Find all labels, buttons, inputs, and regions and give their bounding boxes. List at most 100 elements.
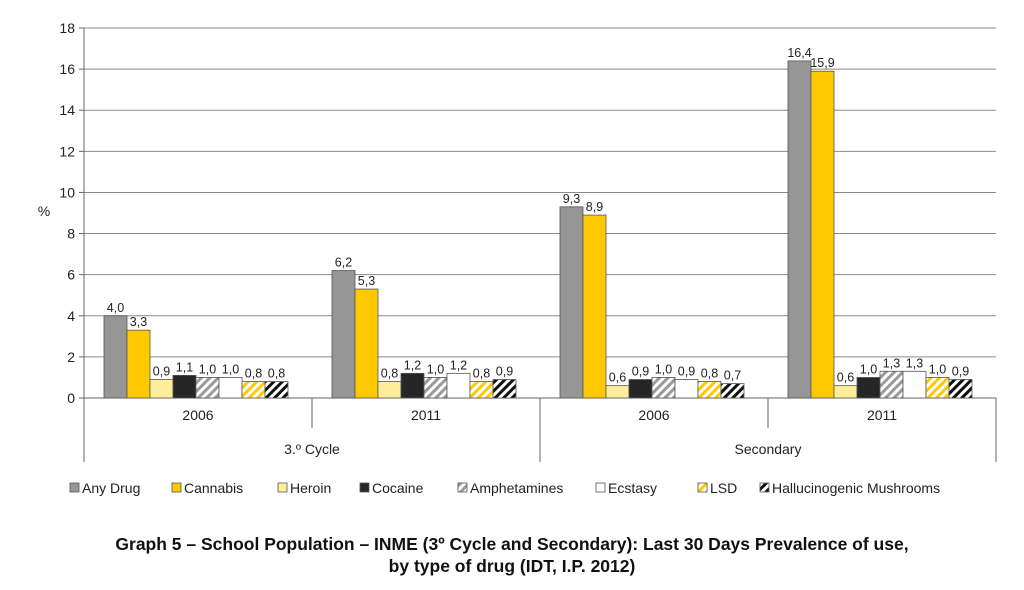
bar	[720, 383, 745, 399]
x-tick-label: 2011	[867, 407, 897, 423]
y-tick-label: 16	[59, 61, 75, 77]
data-label: 1,0	[655, 362, 672, 376]
bar	[126, 329, 151, 399]
data-label: 16,4	[787, 46, 811, 60]
data-label: 0,9	[678, 365, 695, 379]
data-label: 8,9	[586, 200, 603, 214]
data-label: 6,2	[335, 256, 352, 270]
caption-line-1: Graph 5 – School Population – INME (3º C…	[115, 534, 909, 554]
group-label: 3.º Cycle	[284, 441, 340, 457]
data-label: 9,3	[563, 192, 580, 206]
y-tick-label: 8	[67, 226, 75, 242]
data-label: 0,8	[381, 367, 398, 381]
data-label: 1,0	[860, 362, 877, 376]
bar	[241, 381, 266, 399]
legend-label: LSD	[710, 480, 737, 496]
legend-label: Ecstasy	[608, 480, 657, 496]
bar	[559, 206, 584, 399]
bar	[674, 379, 699, 399]
bar	[787, 60, 812, 399]
bar	[879, 370, 904, 399]
legend-swatch	[595, 482, 606, 493]
legend-swatch	[277, 482, 288, 493]
data-label: 0,8	[245, 367, 262, 381]
bar	[492, 379, 517, 399]
bar	[103, 315, 128, 399]
legend-swatch	[171, 482, 182, 493]
bar	[172, 374, 197, 399]
bar	[605, 385, 630, 399]
data-label: 1,0	[427, 362, 444, 376]
group-label: Secondary	[735, 441, 802, 457]
data-label: 0,9	[496, 365, 513, 379]
data-label: 0,7	[724, 369, 741, 383]
data-label: 0,8	[473, 367, 490, 381]
y-tick-label: 4	[67, 308, 75, 324]
bar	[149, 379, 174, 399]
data-label: 4,0	[107, 301, 124, 315]
data-label: 0,9	[632, 365, 649, 379]
data-label: 1,2	[404, 358, 421, 372]
gridlines	[84, 27, 996, 399]
x-tick-label: 2006	[182, 407, 213, 423]
x-tick-label: 2006	[638, 407, 669, 423]
bar-chart: 0 2 4 6 8 10 12 14 16 18% 2006 2011 2006 2011 3.º Cycl…	[38, 20, 997, 496]
y-tick-label: 0	[67, 390, 75, 406]
data-label: 0,8	[268, 367, 285, 381]
legend-label: Amphetamines	[470, 480, 563, 496]
bar	[446, 372, 471, 399]
bar	[810, 70, 835, 399]
bar	[423, 377, 448, 399]
data-label: 0,6	[837, 371, 854, 385]
legend-swatch	[759, 482, 770, 493]
y-tick-label: 14	[59, 102, 75, 118]
bar	[582, 214, 607, 399]
bar	[377, 381, 402, 399]
bars	[103, 60, 973, 399]
y-tick-label: 2	[67, 349, 75, 365]
legend-swatch	[457, 482, 468, 493]
data-label: 0,8	[701, 367, 718, 381]
data-label: 1,1	[176, 360, 193, 374]
bar	[264, 381, 289, 399]
bar	[354, 288, 379, 399]
data-label: 0,9	[153, 365, 170, 379]
bar	[833, 385, 858, 399]
y-tick-label: 12	[59, 143, 75, 159]
data-label: 1,3	[906, 356, 923, 370]
legend: Any Drug Cannabis Heroin Cocaine Amphetamine…	[69, 480, 940, 496]
y-tick-label: 6	[67, 267, 75, 283]
legend-swatch	[697, 482, 708, 493]
bar	[948, 379, 973, 399]
legend-label: Heroin	[290, 480, 331, 496]
bar	[856, 377, 881, 399]
chart-caption: Graph 5 – School Population – INME (3º C…	[0, 533, 1024, 577]
x-tick-label: 2011	[411, 407, 441, 423]
data-labels: 4,0 3,3 0,9 1,1 1,0 1,0 0,8 0,8 6,2 5,3 0,8 1,2 1,0 1…	[107, 46, 969, 385]
legend-label: Cocaine	[372, 480, 424, 496]
bar	[469, 381, 494, 399]
bar	[651, 377, 676, 399]
data-label: 1,0	[929, 362, 946, 376]
data-label: 1,3	[883, 356, 900, 370]
y-tick-label: 10	[59, 184, 75, 200]
legend-label: Cannabis	[184, 480, 243, 496]
data-label: 3,3	[130, 315, 147, 329]
axes: 0 2 4 6 8 10 12 14 16 18% 2006 2011 2006 2011 3.º Cycl…	[38, 20, 997, 462]
y-tick-label: 18	[59, 20, 75, 36]
data-label: 0,9	[952, 365, 969, 379]
bar	[628, 379, 653, 399]
data-label: 15,9	[810, 56, 834, 70]
data-label: 0,6	[609, 371, 626, 385]
data-label: 5,3	[358, 274, 375, 288]
legend-label: Any Drug	[82, 480, 140, 496]
y-axis-label: %	[38, 203, 50, 219]
data-label: 1,2	[450, 358, 467, 372]
bar	[400, 372, 425, 399]
legend-swatch	[359, 482, 370, 493]
bar	[331, 270, 356, 399]
bar	[195, 377, 220, 399]
bar	[697, 381, 722, 399]
data-label: 1,0	[199, 362, 216, 376]
bar	[902, 370, 927, 399]
